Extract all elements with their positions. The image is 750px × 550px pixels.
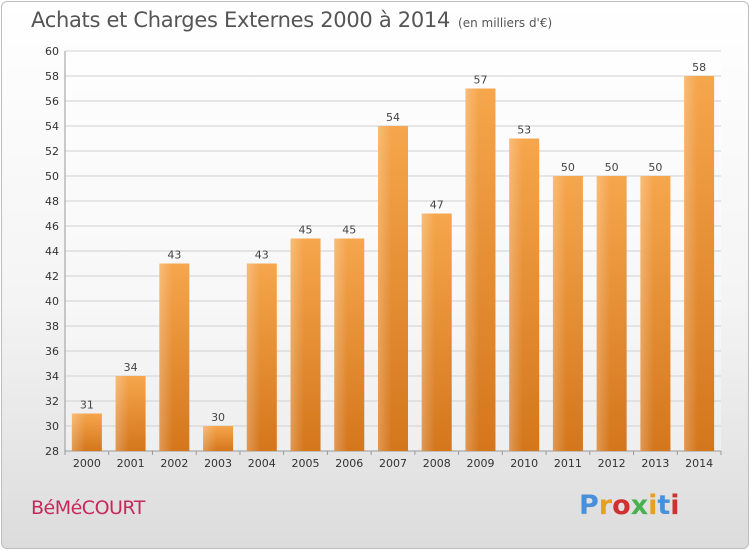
y-tick-label: 48 bbox=[45, 195, 59, 208]
bar-highlight bbox=[159, 263, 173, 451]
data-label: 54 bbox=[386, 111, 400, 124]
y-tick-label: 46 bbox=[45, 220, 59, 233]
y-tick-label: 34 bbox=[45, 370, 59, 383]
x-tick-label: 2000 bbox=[73, 457, 101, 470]
bar-highlight bbox=[509, 138, 523, 451]
data-label: 50 bbox=[561, 161, 575, 174]
data-label: 43 bbox=[167, 249, 181, 262]
y-tick-label: 54 bbox=[45, 120, 59, 133]
bar-highlight bbox=[421, 213, 436, 451]
x-tick-label: 2004 bbox=[248, 457, 276, 470]
logo-letter: o bbox=[612, 490, 631, 521]
data-label: 57 bbox=[473, 74, 487, 87]
bar-highlight bbox=[115, 376, 130, 451]
y-tick-label: 30 bbox=[45, 420, 59, 433]
y-tick-label: 36 bbox=[45, 345, 59, 358]
logo-letter: t bbox=[657, 490, 671, 521]
x-tick-label: 2002 bbox=[160, 457, 188, 470]
bar-highlight bbox=[203, 426, 217, 451]
bar-highlight bbox=[465, 88, 479, 451]
y-tick-label: 50 bbox=[45, 170, 59, 183]
logo-letter: i bbox=[648, 490, 658, 521]
x-tick-label: 2006 bbox=[335, 457, 363, 470]
y-tick-label: 52 bbox=[45, 145, 59, 158]
data-label: 31 bbox=[80, 399, 94, 412]
bar-highlight bbox=[246, 263, 261, 451]
data-label: 58 bbox=[692, 61, 706, 74]
y-tick-label: 60 bbox=[45, 45, 59, 58]
x-tick-label: 2014 bbox=[685, 457, 713, 470]
y-tick-label: 42 bbox=[45, 270, 59, 283]
x-tick-label: 2012 bbox=[598, 457, 626, 470]
data-label: 50 bbox=[605, 161, 619, 174]
bar-highlight bbox=[596, 176, 611, 451]
data-label: 30 bbox=[211, 411, 225, 424]
bar-highlight bbox=[640, 176, 654, 451]
bar-highlight bbox=[378, 126, 392, 451]
y-tick-label: 32 bbox=[45, 395, 59, 408]
x-tick-label: 2008 bbox=[423, 457, 451, 470]
y-tick-label: 58 bbox=[45, 70, 59, 83]
data-label: 47 bbox=[430, 199, 444, 212]
bar-highlight bbox=[552, 176, 567, 451]
data-label: 50 bbox=[648, 161, 662, 174]
city-name: BéMéCOURT bbox=[31, 497, 145, 519]
data-label: 53 bbox=[517, 124, 531, 137]
data-label: 45 bbox=[299, 224, 313, 237]
bar-highlight bbox=[334, 238, 348, 451]
y-tick-label: 56 bbox=[45, 95, 59, 108]
chart-subtitle: (en milliers d'€) bbox=[458, 16, 553, 30]
x-tick-label: 2007 bbox=[379, 457, 407, 470]
proxiti-logo: Proxiti bbox=[579, 490, 680, 521]
y-tick-label: 44 bbox=[45, 245, 59, 258]
y-tick-label: 40 bbox=[45, 295, 59, 308]
x-tick-label: 2005 bbox=[292, 457, 320, 470]
x-tick-label: 2003 bbox=[204, 457, 232, 470]
bar-highlight bbox=[290, 238, 305, 451]
data-label: 43 bbox=[255, 249, 269, 262]
chart-title: Achats et Charges Externes 2000 à 2014 (e… bbox=[31, 8, 553, 32]
x-tick-label: 2011 bbox=[554, 457, 582, 470]
logo-letter: x bbox=[630, 490, 649, 521]
data-label: 34 bbox=[124, 361, 138, 374]
x-tick-label: 2010 bbox=[510, 457, 538, 470]
logo-letter: r bbox=[598, 490, 613, 521]
bar-highlight bbox=[684, 76, 698, 451]
logo-letter: i bbox=[670, 490, 680, 521]
x-tick-label: 2013 bbox=[641, 457, 669, 470]
bar-highlight bbox=[71, 413, 86, 451]
x-tick-label: 2009 bbox=[466, 457, 494, 470]
logo-letter: P bbox=[579, 490, 599, 521]
y-tick-label: 38 bbox=[45, 320, 59, 333]
x-tick-label: 2001 bbox=[117, 457, 145, 470]
data-label: 45 bbox=[342, 224, 356, 237]
y-tick-label: 28 bbox=[45, 445, 59, 458]
